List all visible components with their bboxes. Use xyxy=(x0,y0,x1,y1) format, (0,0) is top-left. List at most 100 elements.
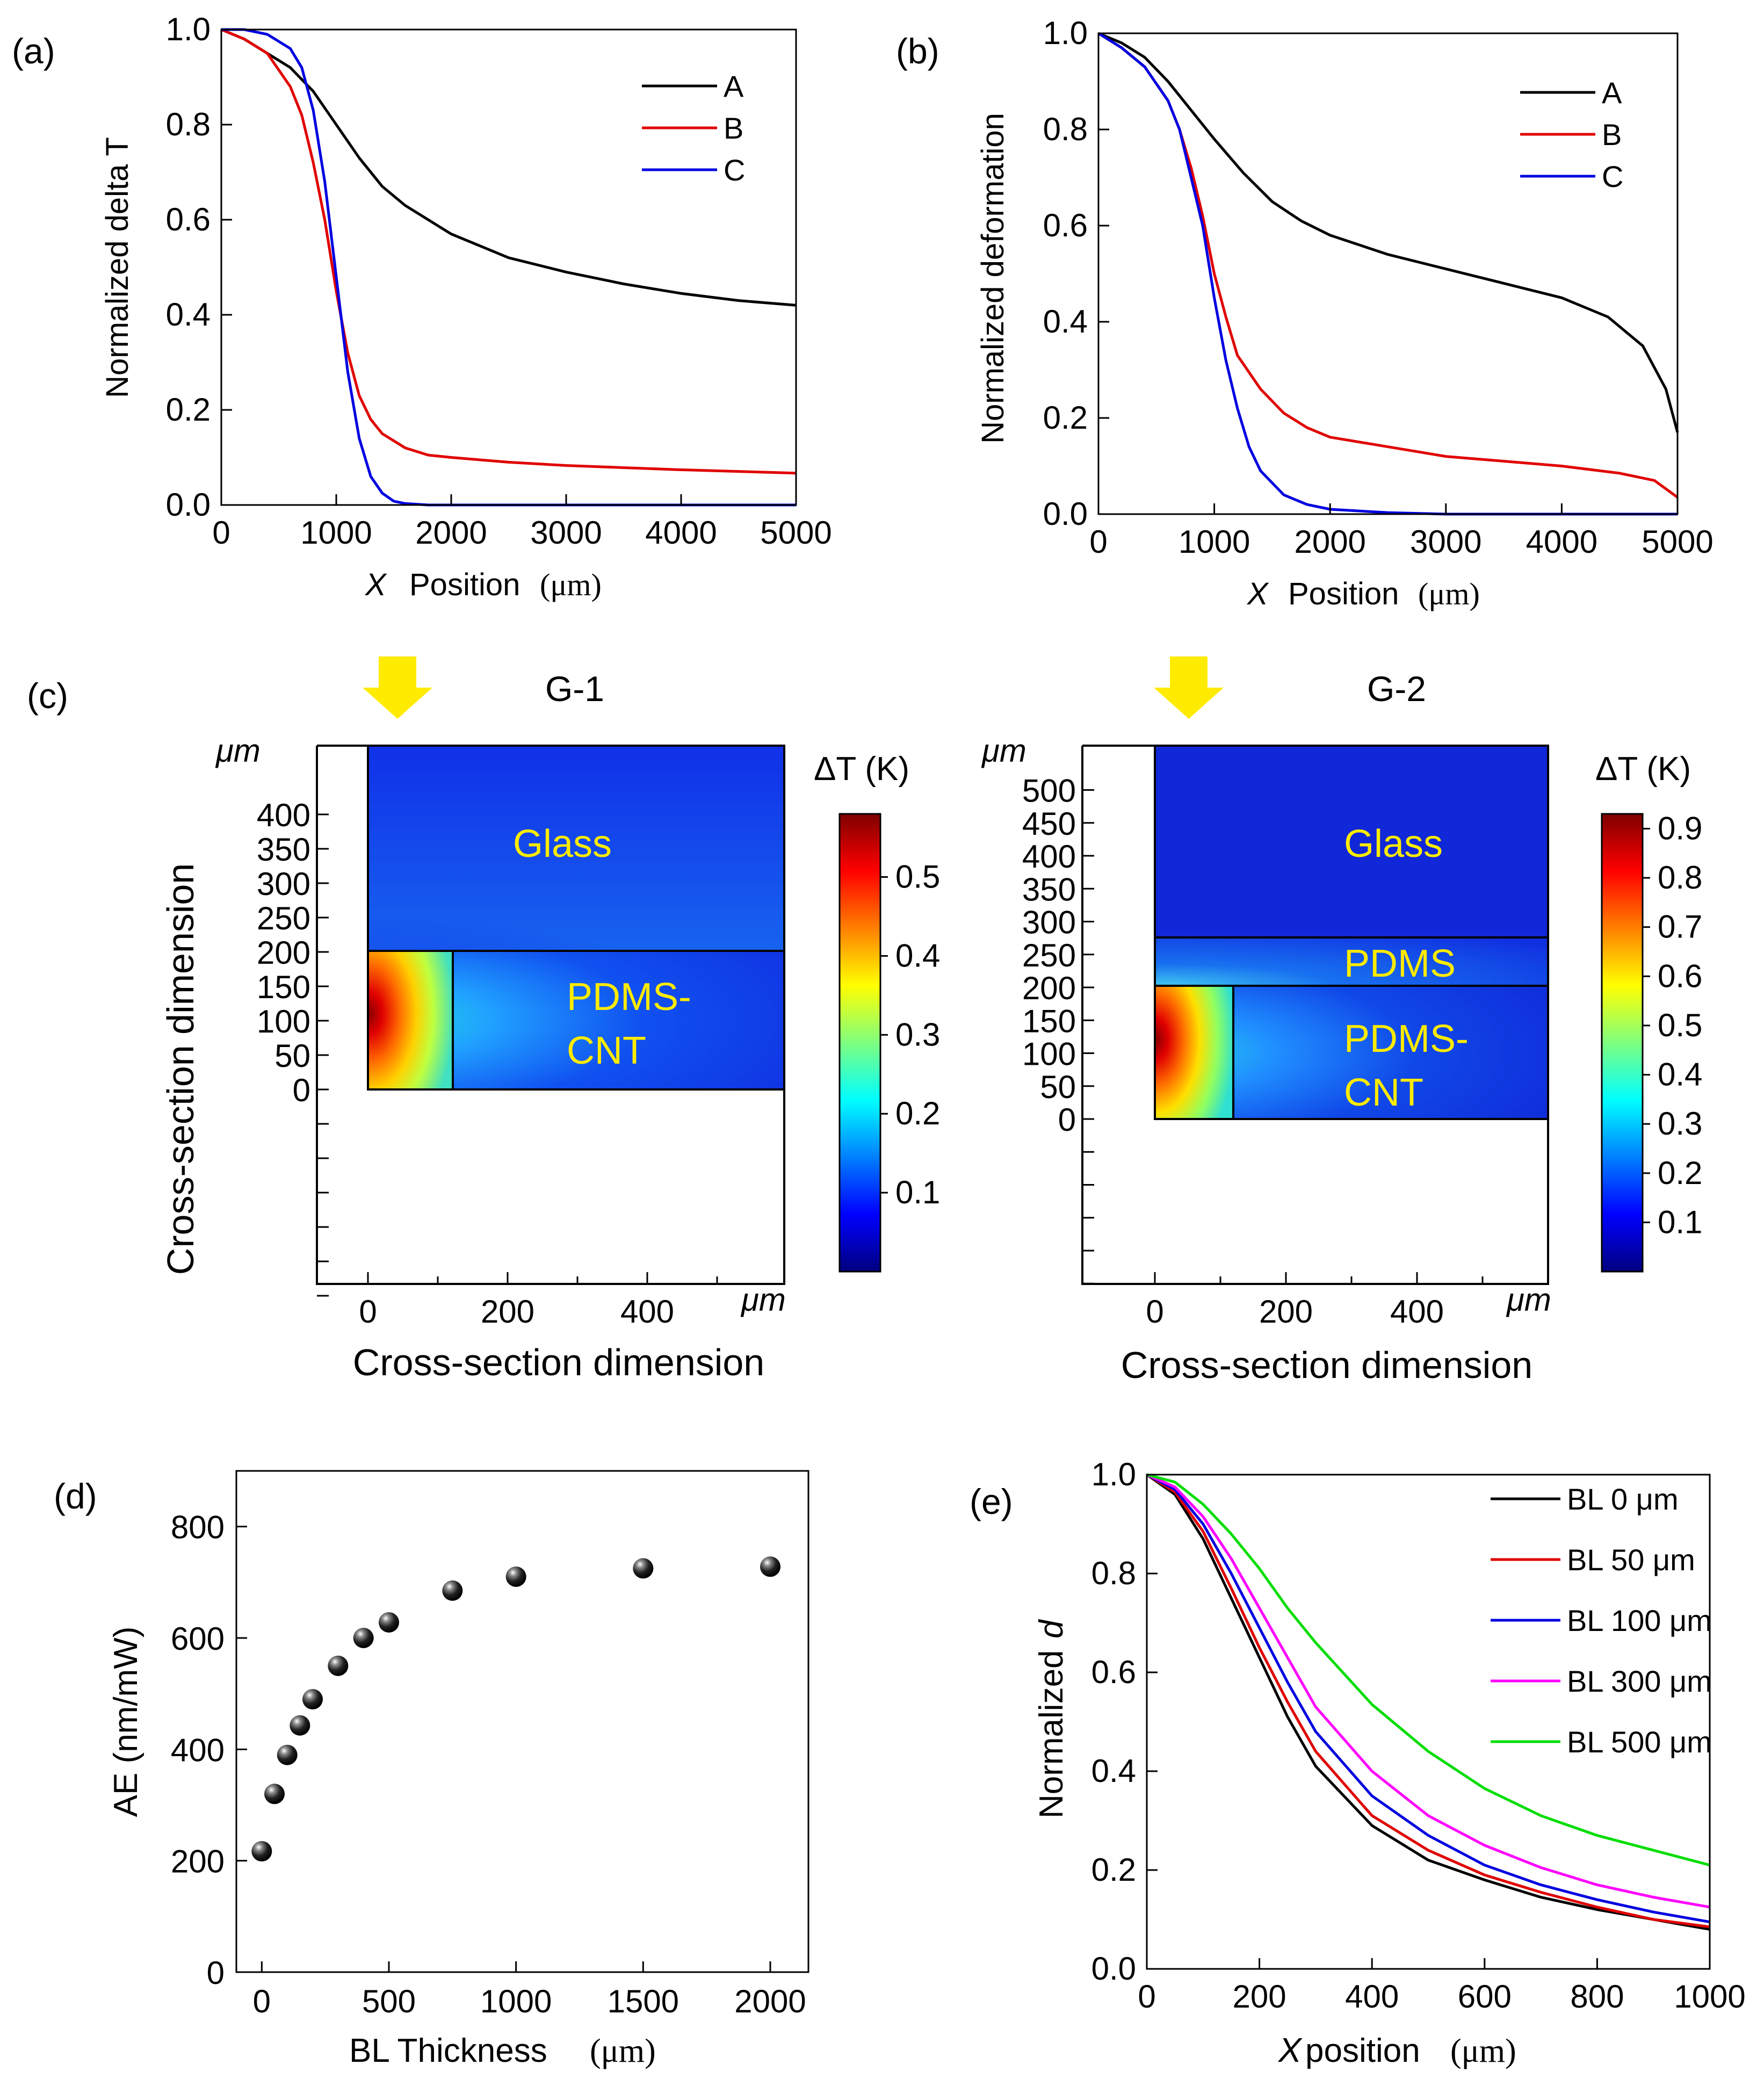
data-point xyxy=(251,1841,272,1862)
legend-label-4: BL 500 μm xyxy=(1567,1725,1712,1759)
plot-frame-a xyxy=(220,28,797,506)
pdms-cnt-label-g1-line2: CNT xyxy=(567,1029,646,1072)
legend-label-2: BL 100 μm xyxy=(1567,1604,1712,1637)
y-tick-label: 0.6 xyxy=(1043,207,1088,243)
x-axis-title-d: BL Thickness (μm) xyxy=(349,2032,656,2069)
y-axis-title-a: Normalized delta T xyxy=(100,137,135,398)
y-tick-label: 0.2 xyxy=(166,392,211,428)
x-tick-label: 5000 xyxy=(1642,524,1713,560)
y-tick-label: 0 xyxy=(1058,1102,1076,1138)
legend-label-0: A xyxy=(724,69,744,103)
x-tick-label: 1500 xyxy=(608,1983,679,2019)
panel-label-a: (a) xyxy=(12,31,55,71)
x-tick-label: 3000 xyxy=(530,515,602,551)
colorbar-tick-label: 0.9 xyxy=(1658,810,1702,846)
y-tick-label: 250 xyxy=(1022,937,1076,973)
y-tick-label: 0.4 xyxy=(166,297,211,333)
x-axis-unit-d: (μm) xyxy=(590,2033,656,2069)
y-unit-g2: μm xyxy=(981,733,1026,769)
panel-a-line-chart: (a) 0 1000 2000 3000 4000 5000 0.0 0.2 0.4 0.6 0.8… xyxy=(12,11,832,602)
x-unit-g1: μm xyxy=(740,1282,786,1318)
y-tick-label: 1.0 xyxy=(1091,1456,1136,1492)
panel-e-line-chart: (e) 0 200 400 600 800 10000.00.20.40.60.81.0 … xyxy=(970,1456,1746,2069)
data-point xyxy=(264,1784,285,1805)
colorbar-title-g1: ΔT (K) xyxy=(814,750,909,788)
y-tick-label: 150 xyxy=(1022,1003,1076,1039)
legend-a: ABC xyxy=(642,69,745,187)
y-tick-label: 0.8 xyxy=(166,106,211,142)
y-tick-label: 0 xyxy=(293,1072,310,1108)
colorbar-tick-label: 0.3 xyxy=(895,1016,940,1052)
y-tick-label: 600 xyxy=(171,1621,225,1657)
y-tick-label: 0.8 xyxy=(1043,111,1088,147)
x-tick-label: 1000 xyxy=(1179,524,1250,560)
x-unit-g2: μm xyxy=(1506,1282,1551,1318)
y-tick-label: 150 xyxy=(257,969,310,1005)
y-tick-label: 0.0 xyxy=(166,487,211,523)
y-tick-label: 50 xyxy=(1040,1069,1076,1105)
legend-e: BL 0 μm BL 50 μm BL 100 μm BL 300 μm BL 500 … xyxy=(1491,1482,1712,1759)
y-tick-label: 0 xyxy=(207,1955,225,1991)
axes-frame-g2 xyxy=(1081,746,1549,1285)
colorbar-tick-label: 0.2 xyxy=(895,1095,940,1131)
x-axis-unit-a: (μm) xyxy=(540,567,602,602)
x-tick-label: 0 xyxy=(1138,1979,1155,2015)
colorbar-tick-label: 0.3 xyxy=(1658,1106,1702,1142)
y-tick-label: 400 xyxy=(257,797,310,833)
x-axis-title-g2: Cross-section dimension xyxy=(1121,1344,1532,1386)
x-tick-label: 400 xyxy=(620,1294,674,1330)
x-axis-text-d: BL Thickness xyxy=(349,2032,547,2069)
colorbar-tick-label: 0.1 xyxy=(895,1174,940,1210)
y-tick-label: 1.0 xyxy=(166,11,211,47)
x-axis-text-a: Position xyxy=(409,567,520,602)
x-tick-label: 600 xyxy=(1458,1979,1512,2015)
data-point xyxy=(353,1628,374,1648)
x-axis-title-g1: Cross-section dimension xyxy=(353,1341,764,1383)
x-tick-label: 1000 xyxy=(300,515,372,551)
y-tick-label: 200 xyxy=(257,935,310,971)
plot-frame-b xyxy=(1097,32,1679,515)
pdms-label-g2: PDMS xyxy=(1344,942,1456,985)
data-point xyxy=(442,1580,463,1601)
y-tick-label: 300 xyxy=(257,866,310,902)
glass-label-g1: Glass xyxy=(513,822,612,865)
y-tick-label: 0.4 xyxy=(1043,304,1088,340)
y-tick-label: 0.8 xyxy=(1091,1555,1136,1591)
x-tick-label: 500 xyxy=(362,1983,416,2019)
x-tick-label: 200 xyxy=(1259,1294,1313,1330)
x-tick-label: 0 xyxy=(253,1983,271,2019)
pdms-region-g2 xyxy=(1155,937,1548,986)
colorbar-g1 xyxy=(838,813,881,1273)
x-tick-label: 3000 xyxy=(1410,524,1481,560)
series-line-3 xyxy=(1146,1473,1710,1909)
series-line-4 xyxy=(1146,1473,1710,1867)
x-tick-label: 2000 xyxy=(1294,524,1365,560)
y-axis-title-b: Normalized deformation xyxy=(975,113,1010,444)
y-tick-label: 100 xyxy=(257,1004,310,1040)
x-tick-label: 200 xyxy=(481,1294,534,1330)
y-tick-label: 500 xyxy=(1022,773,1076,809)
data-point xyxy=(379,1612,399,1633)
data-point xyxy=(302,1689,323,1710)
y-tick-label: 400 xyxy=(171,1732,225,1768)
legend-label-1: BL 50 μm xyxy=(1567,1543,1695,1577)
y-tick-label: 800 xyxy=(171,1510,225,1546)
x-tick-label: 0 xyxy=(1146,1294,1163,1330)
x-axis-unit-b: (μm) xyxy=(1418,576,1480,611)
title-g2: G-2 xyxy=(1367,669,1426,709)
x-axis-title-b: X Position (μm) xyxy=(1246,576,1480,611)
y-tick-label: 200 xyxy=(171,1844,225,1880)
x-axis-var-b: X xyxy=(1246,576,1269,611)
legend-label-1: B xyxy=(724,111,743,145)
y-axis-title-e: Normalized d xyxy=(1033,1619,1070,1818)
panel-label-b: (b) xyxy=(896,31,939,71)
x-axis-var-a: X xyxy=(364,567,387,602)
colorbar-tick-label: 0.7 xyxy=(1658,909,1702,945)
legend-label-0: A xyxy=(1602,76,1622,110)
x-axis-unit-e: (μm) xyxy=(1450,2033,1516,2069)
colorbar-tick-label: 0.6 xyxy=(1658,958,1702,994)
x-tick-label: 0 xyxy=(359,1294,377,1330)
y-tick-label: 1.0 xyxy=(1043,15,1088,51)
x-tick-label: 5000 xyxy=(760,515,832,551)
